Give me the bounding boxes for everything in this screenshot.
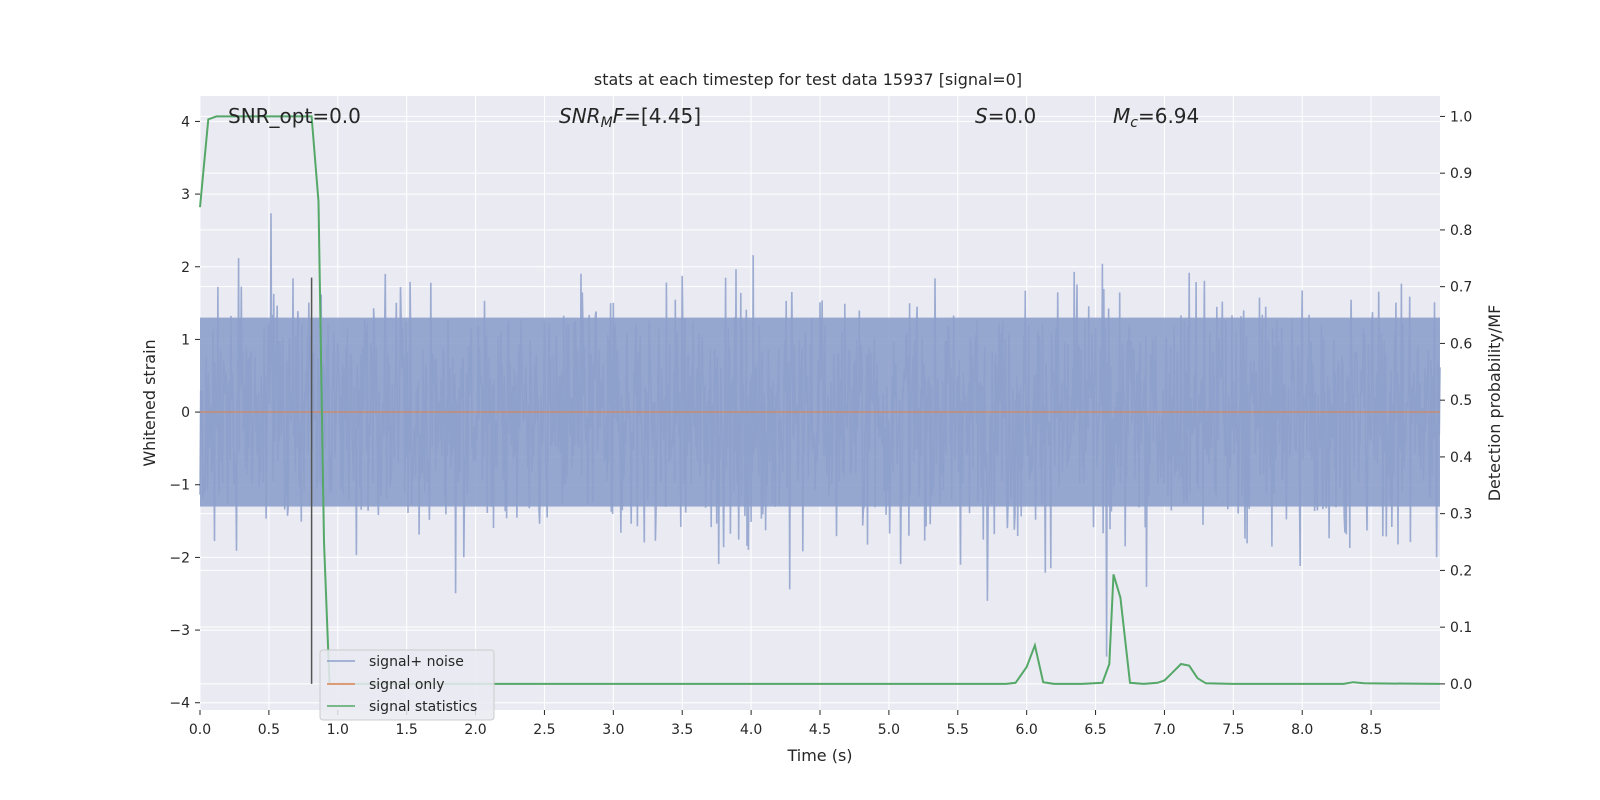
mc-rest: =6.94 [1138,104,1199,128]
annotation-snr-mf: SNRMF=[4.45] [559,104,701,131]
y-right-tick-label-3: 0.3 [1450,507,1472,523]
y-right-tick-label-9: 0.9 [1450,166,1472,182]
y-right-tick-label-10: 1.0 [1450,109,1472,125]
y-left-tick-label-2: −2 [169,550,190,566]
x-tick-label-6: 3.0 [602,722,624,738]
annotation-s: S=0.0 [975,104,1036,128]
y-right-tick-label-4: 0.4 [1450,450,1472,466]
y-left-tick-label-3: −1 [169,478,190,494]
x-tick-label-3: 1.5 [396,722,418,738]
x-tick-label-9: 4.5 [809,722,831,738]
snr-mf-rest: =[4.45] [624,104,701,128]
x-tick-label-8: 4.0 [740,722,762,738]
y-left-tick-label-0: −4 [169,696,190,712]
series-signal-statistics [199,115,1441,685]
x-axis-ticks: 0.0 0.5 1.0 1.5 2.0 2.5 3.0 3.5 4.0 4.5 5.0 5.5 6.0 6… [189,710,1382,738]
x-tick-label-14: 7.0 [1153,722,1175,738]
x-tick-label-15: 7.5 [1222,722,1244,738]
chart-title: stats at each timestep for test data 159… [594,70,1022,89]
mc-sub: c [1130,115,1138,131]
y-left-axis-ticks: −4 −3 −2 −1 0 1 2 3 4 [169,114,200,712]
y-right-axis-label: Detection probability/MF [1485,305,1504,502]
y-right-tick-label-7: 0.7 [1450,280,1472,296]
annotation-snr-opt: SNR_opt=0.0 [228,104,361,128]
x-tick-label-2: 1.0 [327,722,349,738]
x-tick-label-11: 5.5 [947,722,969,738]
x-tick-label-7: 3.5 [671,722,693,738]
x-tick-label-12: 6.0 [1016,722,1038,738]
legend-label-signal-noise: signal+ noise [369,654,464,670]
snr-mf-sub: M [601,115,613,131]
legend: signal+ noise signal only signal statist… [319,649,495,721]
y-left-tick-label-4: 0 [181,405,190,421]
series-signal-statistics-line [199,115,1441,685]
legend-box [319,649,495,721]
y-right-tick-label-2: 0.2 [1450,563,1472,579]
x-tick-label-16: 8.0 [1291,722,1313,738]
y-right-tick-label-1: 0.1 [1450,620,1472,636]
x-tick-label-10: 5.0 [878,722,900,738]
y-left-tick-label-1: −3 [169,623,190,639]
y-left-tick-label-6: 2 [181,260,190,276]
y-right-tick-label-6: 0.6 [1450,336,1472,352]
mc-base: M [1113,104,1130,128]
x-tick-label-4: 2.0 [464,722,486,738]
y-left-tick-label-5: 1 [181,332,190,348]
y-left-axis-label: Whitened strain [140,339,159,466]
y-right-tick-label-8: 0.8 [1450,223,1472,239]
snr-mf-base: SNR [559,104,601,128]
x-tick-label-1: 0.5 [258,722,280,738]
snr-mf-rest-f: F [613,104,625,128]
x-tick-label-17: 8.5 [1360,722,1382,738]
y-right-tick-label-5: 0.5 [1450,393,1472,409]
x-tick-label-5: 2.5 [533,722,555,738]
y-left-tick-label-7: 3 [181,187,190,203]
annotations: SNR_opt=0.0 SNRMF=[4.45] S=0.0 Mc=6.94 [228,104,1199,131]
legend-label-signal-only: signal only [369,677,444,693]
y-right-axis-ticks: 0.0 0.1 0.2 0.3 0.4 0.5 0.6 0.7 0.8 0.9 1.0 [1440,109,1472,693]
x-tick-label-0: 0.0 [189,722,211,738]
s-base: S [975,104,988,128]
x-axis-label: Time (s) [786,746,852,765]
y-right-tick-label-0: 0.0 [1450,677,1472,693]
legend-label-signal-statistics: signal statistics [369,699,477,715]
annotation-mc: Mc=6.94 [1113,104,1199,131]
s-rest: =0.0 [988,104,1037,128]
y-left-tick-label-8: 4 [181,114,190,130]
x-tick-label-13: 6.5 [1084,722,1106,738]
